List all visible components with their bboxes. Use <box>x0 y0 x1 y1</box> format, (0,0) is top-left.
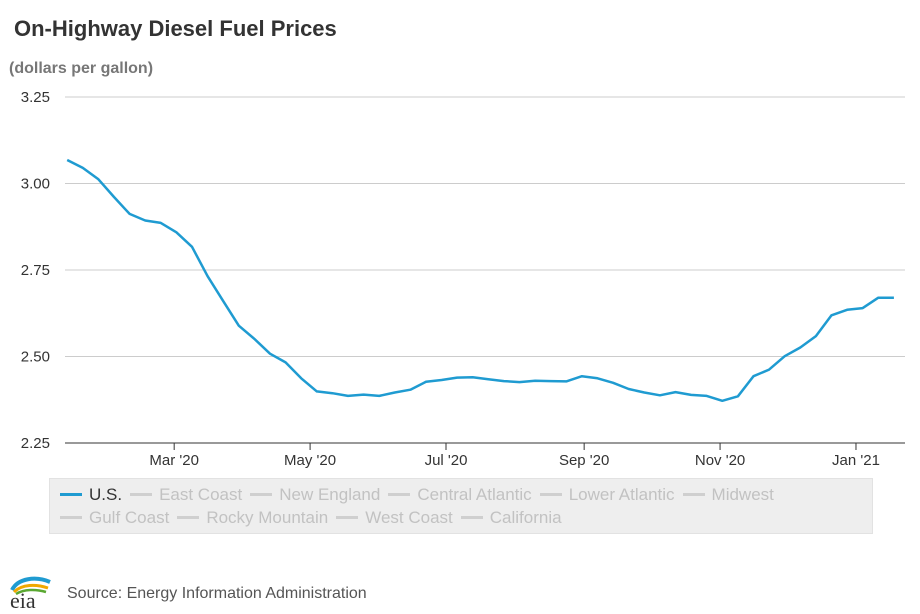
y-tick-label: 2.50 <box>21 349 50 366</box>
legend-item[interactable]: Rocky Mountain <box>177 506 328 529</box>
x-tick-label: Sep '20 <box>559 452 609 469</box>
legend-item[interactable]: New England <box>250 483 380 506</box>
y-tick-label: 3.25 <box>21 89 50 106</box>
legend-item[interactable]: Gulf Coast <box>60 506 169 529</box>
series-lines <box>66 158 894 403</box>
legend-item[interactable]: West Coast <box>336 506 453 529</box>
chart-legend: U.S. East Coast New England Central Atlanti… <box>49 478 873 534</box>
y-tick-label: 2.75 <box>21 262 50 279</box>
y-axis-unit-label: (dollars per gallon) <box>9 60 154 77</box>
x-tick-label: Nov '20 <box>695 452 745 469</box>
legend-swatch <box>177 516 200 519</box>
legend-swatch <box>250 493 273 496</box>
y-tick-label: 2.25 <box>21 435 50 452</box>
x-tick-label: May '20 <box>284 452 336 469</box>
legend-label: Gulf Coast <box>89 507 170 527</box>
legend-item[interactable]: California <box>460 506 562 529</box>
legend-label: East Coast <box>159 484 243 504</box>
x-tick-label: Jan '21 <box>832 452 880 469</box>
legend-item[interactable]: U.S. <box>60 483 122 506</box>
eia-logo: eia <box>10 576 51 610</box>
legend-label: Central Atlantic <box>417 484 532 504</box>
legend-item[interactable]: East Coast <box>130 483 242 506</box>
page-title: On-Highway Diesel Fuel Prices <box>14 16 337 41</box>
legend-label: Midwest <box>711 484 774 504</box>
legend-swatch <box>539 493 562 496</box>
legend-label: California <box>489 507 562 527</box>
x-axis-ticks: Mar '20 May '20 Jul '20 Sep '20 Nov '20 Jan '… <box>149 443 880 469</box>
grid-lines <box>65 96 905 444</box>
legend-swatch <box>130 493 153 496</box>
legend-swatch <box>682 493 705 496</box>
legend-item[interactable]: Central Atlantic <box>388 483 532 506</box>
legend-swatch <box>60 493 82 496</box>
logo-text: eia <box>10 588 36 610</box>
legend-swatch <box>460 516 483 519</box>
legend-item[interactable]: Midwest <box>682 483 774 506</box>
y-tick-label: 3.00 <box>21 176 50 193</box>
legend-label: West Coast <box>365 507 453 527</box>
x-tick-label: Mar '20 <box>149 452 199 469</box>
line-chart: 2.25 2.50 2.75 3.00 3.25 Mar '20 May '20 Jul '… <box>21 89 905 469</box>
source-note: Source: Energy Information Administratio… <box>67 585 367 602</box>
y-axis-ticks: 2.25 2.50 2.75 3.00 3.25 <box>21 89 50 452</box>
legend-swatch <box>60 516 82 519</box>
legend-swatch <box>336 516 359 519</box>
legend-label: Lower Atlantic <box>568 484 675 504</box>
legend-label: Rocky Mountain <box>206 507 329 527</box>
legend-swatch <box>388 493 411 496</box>
legend-item[interactable]: Lower Atlantic <box>539 483 675 506</box>
legend-label: U.S. <box>89 484 123 504</box>
series-line-us[interactable] <box>66 158 894 403</box>
legend-label: New England <box>279 484 381 504</box>
x-tick-label: Jul '20 <box>425 452 468 469</box>
